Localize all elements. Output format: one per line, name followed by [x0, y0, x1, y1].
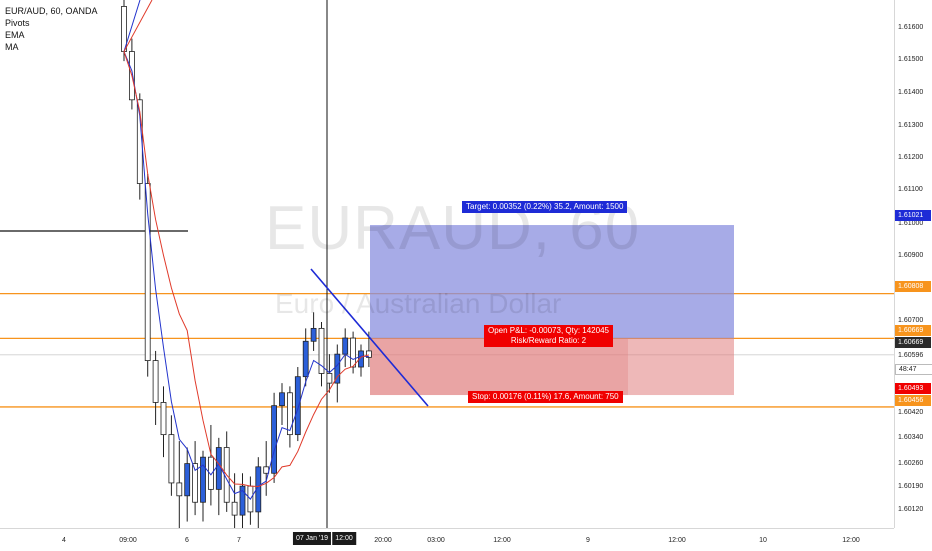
price-tick-label: 1.60190 — [898, 483, 924, 490]
price-tick-label: 1.60596 — [898, 352, 924, 359]
price-tick-label: 1.61100 — [898, 186, 923, 193]
pnl-label[interactable]: Open P&L: -0.00073, Qty: 142045 Risk/Rew… — [484, 325, 613, 347]
candle-body — [184, 463, 191, 497]
candle-body — [326, 373, 333, 384]
candle-body — [192, 463, 199, 503]
price-tag: 48:47 — [895, 364, 932, 375]
price-tick-label: 1.60260 — [898, 460, 924, 467]
price-tick-label: 1.60700 — [898, 317, 924, 324]
price-tag: 1.60456 — [895, 395, 931, 406]
price-axis[interactable] — [894, 0, 932, 528]
price-tick-label: 1.60340 — [898, 434, 924, 441]
chart-legend: EUR/AUD, 60, OANDA Pivots EMA MA — [5, 5, 98, 53]
price-tag: 1.60669 — [895, 325, 931, 336]
price-tick-label: 1.61400 — [898, 89, 924, 96]
time-tick-label: 12:00 — [668, 537, 686, 544]
open-loss-zone — [370, 338, 628, 396]
time-tick-label: 12:00 — [493, 537, 511, 544]
price-tick-label: 1.60900 — [898, 252, 924, 259]
time-tick-label: 9 — [586, 537, 590, 544]
candle-body — [207, 456, 214, 490]
candle-body — [231, 501, 238, 516]
trendline — [310, 268, 429, 407]
legend-indicator-pivots[interactable]: Pivots — [5, 18, 30, 28]
candle-body — [279, 392, 285, 407]
legend-symbol[interactable]: EUR/AUD, 60, OANDA — [5, 6, 98, 16]
candle-body — [310, 327, 317, 342]
target-zone — [370, 225, 734, 339]
pnl-text: Open P&L: -0.00073, Qty: 142045 — [488, 326, 609, 335]
price-tick-label: 1.61000 — [898, 220, 924, 227]
candle-body — [215, 447, 222, 490]
candle-body — [239, 485, 246, 516]
candle-body — [160, 402, 167, 436]
time-tick-label: 4 — [62, 537, 66, 544]
candle-body — [286, 392, 293, 436]
time-tick-label: 7 — [237, 537, 241, 544]
candle-body — [334, 353, 341, 384]
price-tick-label: 1.61300 — [898, 122, 924, 129]
legend-indicator-ma[interactable]: MA — [5, 42, 19, 52]
time-tick-label: 09:00 — [119, 537, 137, 544]
candle-body — [176, 482, 183, 497]
price-tag: 1.60669 — [895, 337, 931, 348]
crosshair-time-label: 12:00 — [332, 532, 356, 545]
time-axis[interactable] — [0, 528, 894, 551]
candle-body — [302, 340, 309, 378]
price-tick-label: 1.60420 — [898, 409, 924, 416]
price-tick-label: 1.61500 — [898, 56, 924, 63]
candle-body — [168, 434, 175, 484]
candle-body — [318, 327, 325, 374]
price-tag: 1.60808 — [895, 281, 931, 292]
time-tick-label: 6 — [185, 537, 189, 544]
stop-zone — [370, 338, 734, 396]
legend-indicator-ema[interactable]: EMA — [5, 30, 25, 40]
candle-body — [144, 183, 151, 361]
candle-body — [342, 337, 349, 355]
candle-body — [152, 360, 159, 403]
price-tick-label: 1.61600 — [898, 24, 924, 31]
stop-label[interactable]: Stop: 0.00176 (0.11%) 17.6, Amount: 750 — [468, 391, 623, 403]
candle-body — [263, 466, 270, 474]
watermark-name: Euro / Australian Dollar — [275, 288, 562, 319]
time-tick-label: 03:00 — [427, 537, 445, 544]
candle-body — [365, 350, 372, 358]
time-tick-label: 12:00 — [842, 537, 860, 544]
candle-body — [358, 350, 364, 368]
crosshair-date-label: 07 Jan '19 — [292, 532, 332, 545]
candle-body — [200, 456, 206, 503]
candle-body — [271, 405, 278, 474]
target-label[interactable]: Target: 0.00352 (0.22%) 35.2, Amount: 15… — [462, 201, 628, 213]
ma-line — [123, 0, 370, 488]
time-tick-label: 20:00 — [374, 537, 392, 544]
risk-reward-text: Risk/Reward Ratio: 2 — [510, 336, 587, 345]
price-tag: 1.61021 — [895, 210, 931, 221]
candle-body — [294, 376, 301, 436]
price-tag: 1.60493 — [895, 383, 931, 394]
candle-body — [350, 337, 357, 368]
ema-line — [123, 0, 369, 500]
price-tick-label: 1.61200 — [898, 154, 924, 161]
price-tick-label: 1.60120 — [898, 506, 924, 513]
time-tick-label: 10 — [759, 537, 767, 544]
